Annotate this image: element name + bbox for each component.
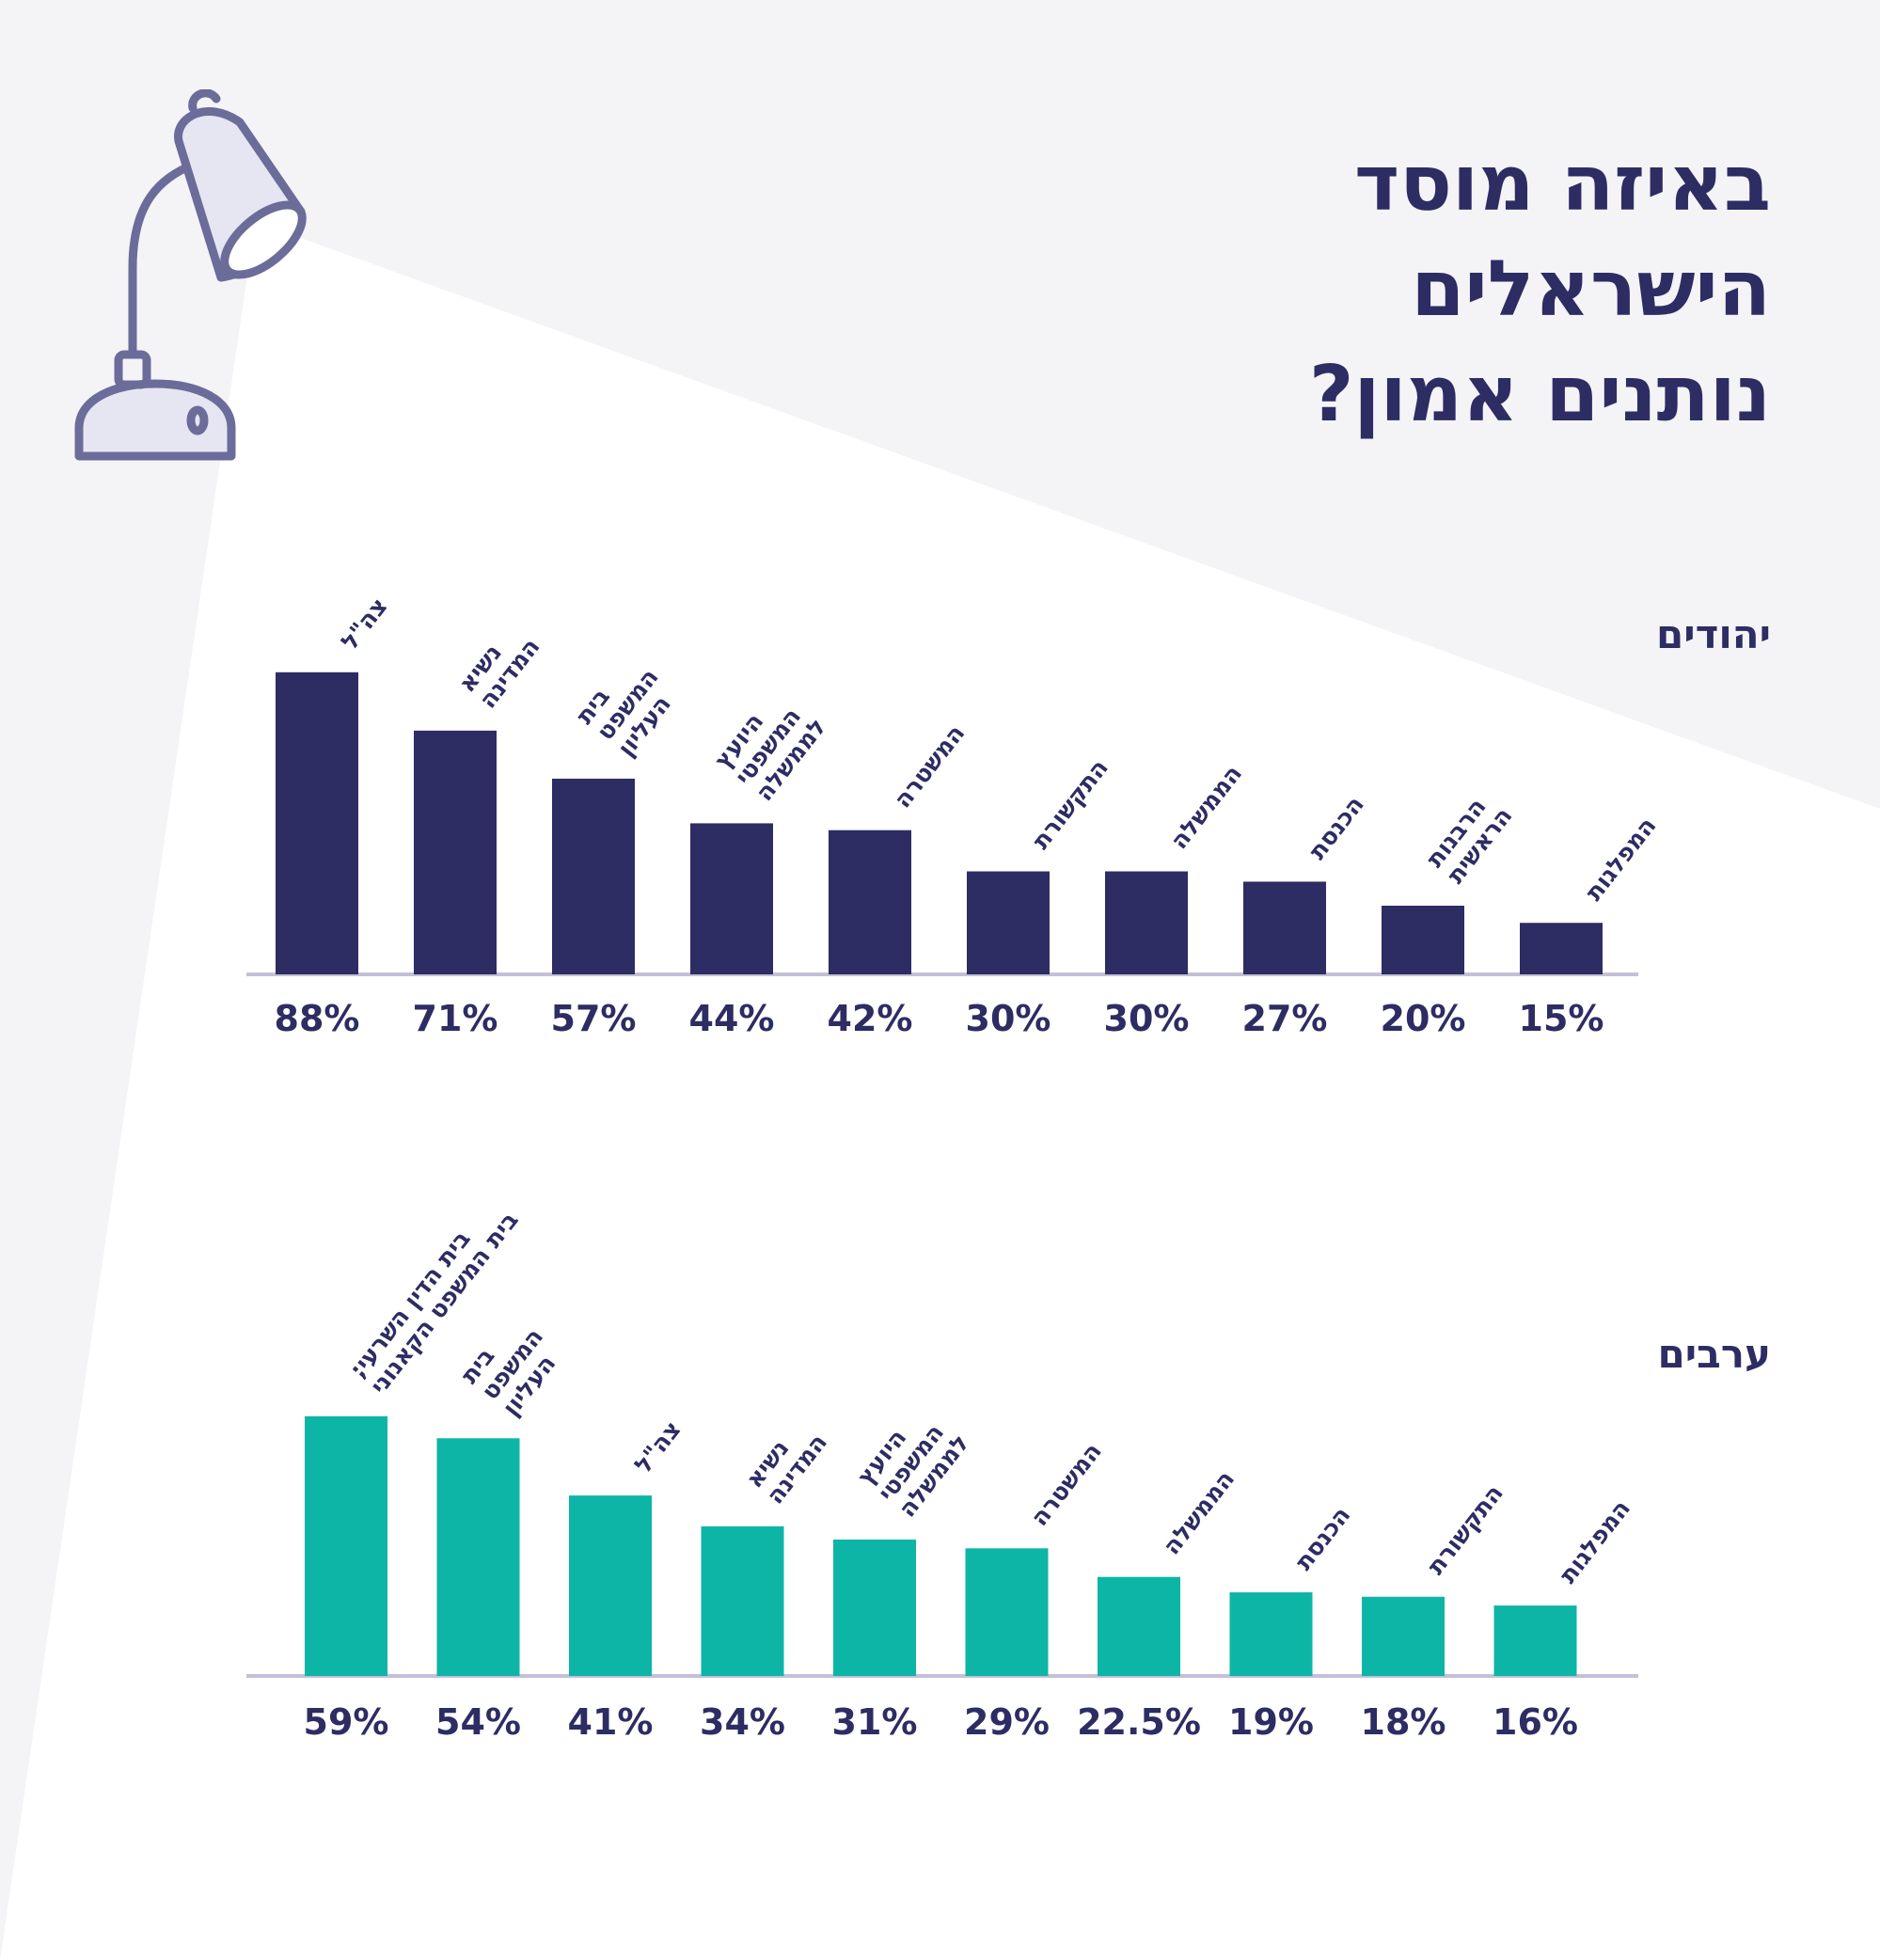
category-label: צה"ל — [336, 593, 393, 655]
category-label-line: התקשורת — [1422, 1479, 1509, 1579]
value-label: 30% — [1104, 998, 1190, 1039]
chart-bar — [1493, 1605, 1577, 1676]
category-label: הכנסת — [1303, 791, 1369, 864]
category-label: המפלגות — [1554, 1494, 1635, 1589]
value-label: 71% — [413, 998, 498, 1039]
category-label: התקשורת — [1422, 1479, 1509, 1579]
category-label-line: המשטרה — [889, 719, 971, 813]
chart-bar — [414, 730, 497, 974]
category-label: המפלגות — [1580, 812, 1662, 906]
chart-bar — [833, 1539, 916, 1676]
chart-bar — [1105, 871, 1188, 974]
lamp-opening-icon — [220, 200, 307, 279]
category-label-line: הכנסת — [1303, 791, 1369, 864]
title-line: באיזה מוסד — [1354, 139, 1771, 229]
value-label: 27% — [1242, 998, 1328, 1039]
category-label: הממשלה — [1165, 760, 1247, 854]
lamp-arm-icon — [128, 160, 197, 359]
value-label: 15% — [1519, 998, 1604, 1039]
chart-bar — [690, 823, 773, 974]
chart-bar — [552, 778, 635, 974]
category-label: המשטרה — [889, 719, 971, 813]
value-label: 30% — [966, 998, 1051, 1039]
group-label-jews: יהודים — [1656, 611, 1771, 657]
chart-bar — [305, 1415, 387, 1676]
chart-bar — [1382, 906, 1464, 974]
category-label-line: התקשורת — [1027, 754, 1114, 854]
chart-bar — [1243, 881, 1326, 974]
title-line: הישראלים — [1411, 245, 1771, 334]
value-label: 41% — [568, 1701, 654, 1743]
chart-bar — [1362, 1596, 1445, 1676]
value-label: 19% — [1228, 1701, 1314, 1743]
category-label-line: המפלגות — [1580, 812, 1662, 906]
chart-arabs: 59%בית הדין השרעי;בית המשפט הקאנוני54%בי… — [246, 1213, 1638, 1743]
title-line: נותנים אמון? — [1308, 350, 1771, 439]
value-label: 44% — [689, 998, 775, 1039]
chart-bar — [965, 1548, 1049, 1676]
group-label-arabs: ערבים — [1657, 1331, 1771, 1377]
value-label: 34% — [700, 1701, 785, 1743]
chart-bar — [701, 1525, 784, 1676]
value-label: 16% — [1493, 1701, 1578, 1743]
chart-bar — [1520, 923, 1603, 974]
value-label: 59% — [304, 1701, 389, 1743]
value-label: 31% — [832, 1701, 918, 1743]
chart-bar — [436, 1438, 520, 1676]
chart-bar — [829, 830, 911, 974]
category-label-line: המשטרה — [1025, 1438, 1107, 1531]
lamp-base-icon — [74, 379, 236, 461]
chart-bar — [1229, 1592, 1313, 1676]
category-label: התקשורת — [1027, 754, 1114, 854]
chart-bar — [276, 672, 358, 974]
category-label: הממשלה — [1158, 1465, 1240, 1559]
chart-bar — [569, 1495, 652, 1676]
category-label-line: הממשלה — [1165, 760, 1247, 854]
category-label-line: צה"ל — [336, 593, 393, 655]
value-label: 57% — [551, 998, 637, 1039]
category-label: צה"ל — [629, 1415, 687, 1478]
lamp-joint-icon — [114, 350, 151, 389]
value-label: 54% — [435, 1701, 521, 1743]
value-label: 22.5% — [1077, 1701, 1201, 1743]
value-label: 42% — [828, 998, 913, 1039]
lamp-switch-icon — [186, 405, 209, 435]
lamp-knob-icon — [188, 89, 221, 113]
category-label: הכנסת — [1289, 1501, 1355, 1574]
category-label-line: הממשלה — [1158, 1465, 1240, 1559]
category-label-line: הכנסת — [1289, 1501, 1355, 1574]
category-label-line: צה"ל — [629, 1415, 687, 1478]
category-label: המשטרה — [1025, 1438, 1107, 1531]
desk-lamp-icon — [74, 89, 307, 461]
value-label: 88% — [275, 998, 360, 1039]
chart-bar — [967, 871, 1050, 974]
value-label: 29% — [964, 1701, 1050, 1743]
page-title: באיזה מוסד הישראלים נותנים אמון? — [924, 132, 1771, 448]
value-label: 20% — [1381, 998, 1466, 1039]
value-label: 18% — [1361, 1701, 1446, 1743]
chart-bar — [1098, 1576, 1180, 1676]
category-label-line: המפלגות — [1554, 1494, 1635, 1589]
